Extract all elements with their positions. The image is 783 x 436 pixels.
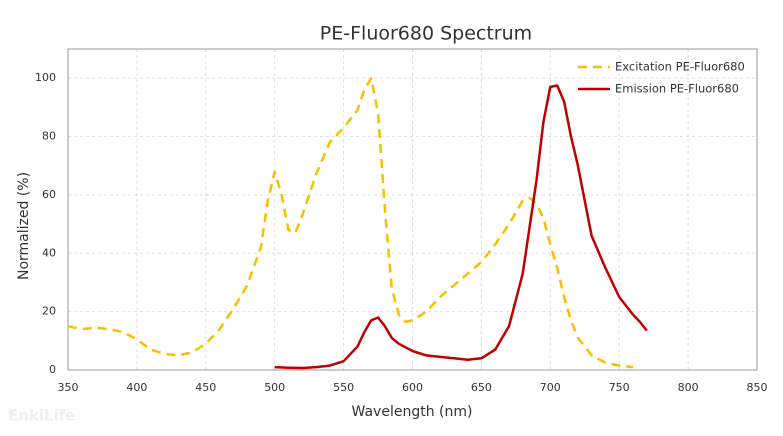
x-tick-label: 550 [333, 381, 354, 394]
x-tick-label: 350 [58, 381, 79, 394]
x-tick-label: 500 [264, 381, 285, 394]
y-axis-label: Normalized (%) [16, 172, 32, 280]
x-tick-label: 800 [678, 381, 699, 394]
x-tick-label: 600 [402, 381, 423, 394]
x-axis-label: Wavelength (nm) [352, 404, 473, 420]
x-tick-label: 450 [195, 381, 216, 394]
y-tick-label: 0 [49, 363, 56, 376]
series-line [67, 76, 634, 369]
legend-label: Excitation PE-Fluor680 [615, 60, 745, 74]
x-tick-label: 400 [126, 381, 147, 394]
y-tick-label: 40 [42, 246, 56, 259]
x-tick-label: 650 [471, 381, 492, 394]
chart-title: PE-Fluor680 Spectrum [320, 23, 532, 45]
series-line [274, 84, 648, 370]
x-tick-label: 700 [540, 381, 561, 394]
y-tick-label: 100 [35, 71, 56, 84]
y-tick-label: 20 [42, 305, 56, 318]
x-tick-label: 750 [609, 381, 630, 394]
y-tick-label: 80 [42, 130, 56, 143]
x-tick-label: 850 [747, 381, 768, 394]
watermark: EnkiLife [8, 407, 75, 425]
plot-frame [67, 48, 758, 371]
y-tick-label: 60 [42, 188, 56, 201]
legend-label: Emission PE-Fluor680 [615, 82, 739, 96]
